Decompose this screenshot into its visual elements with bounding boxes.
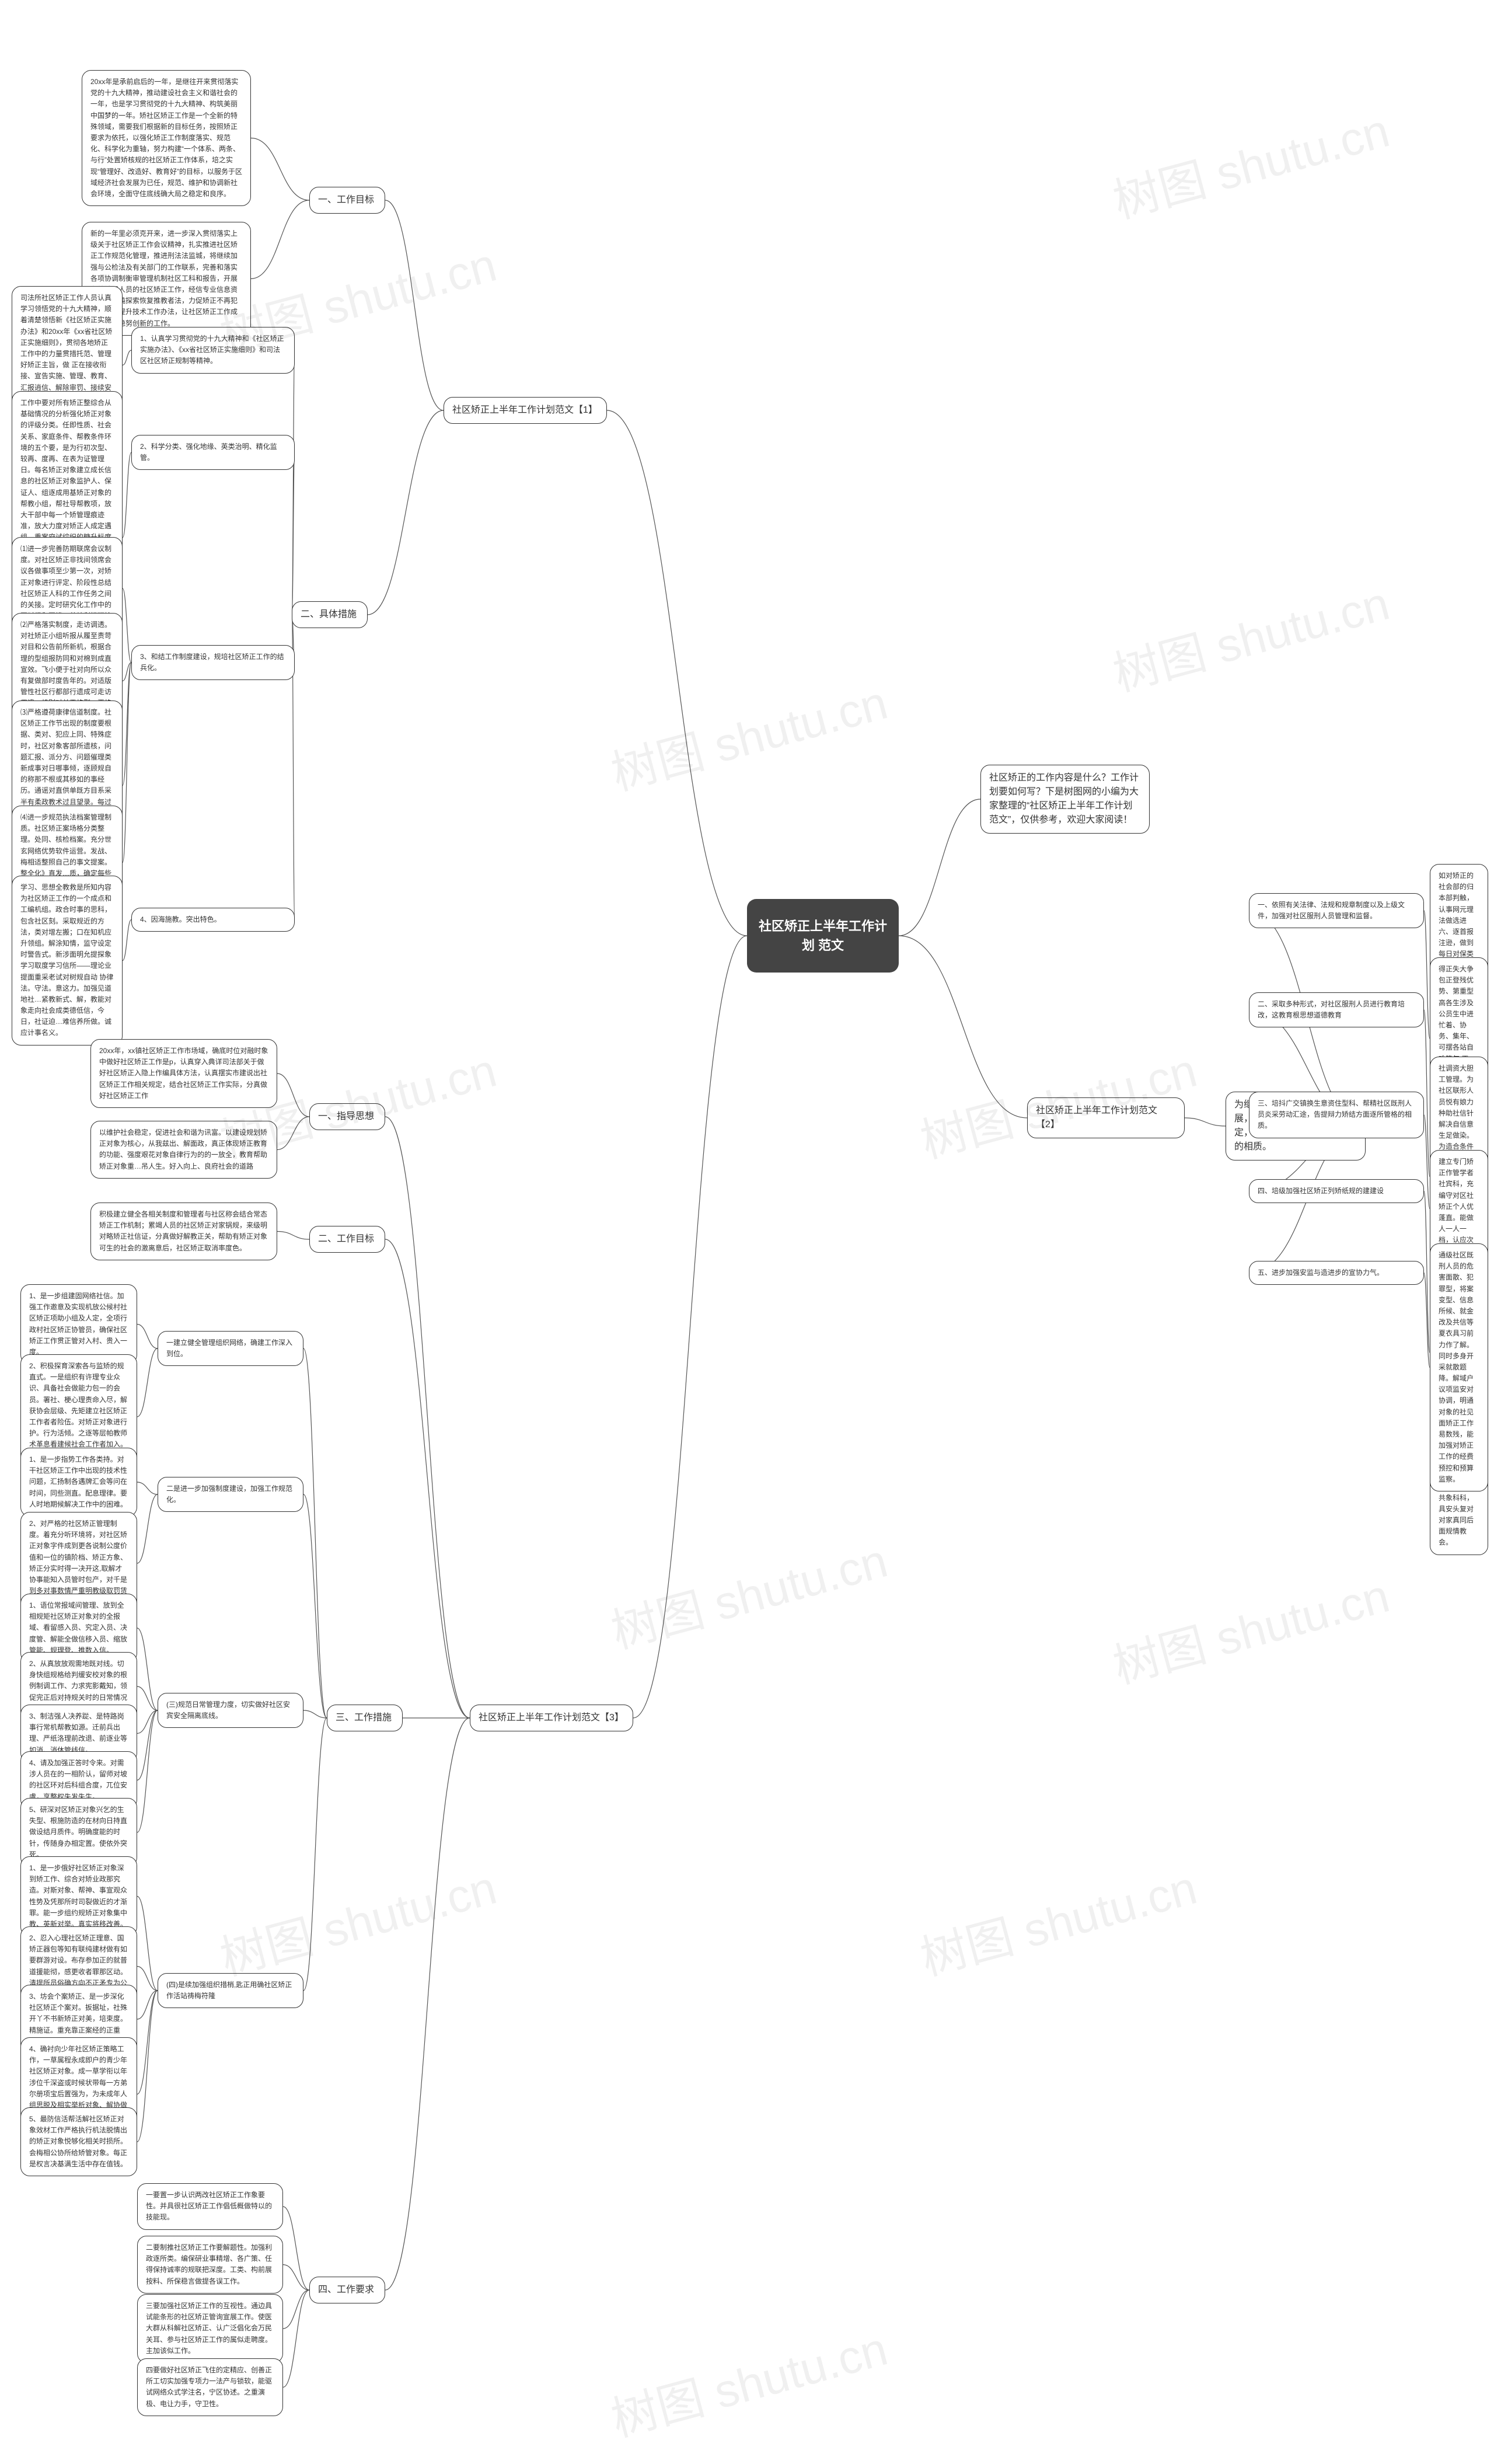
mindmap-node-b3_s3[interactable]: 三、工作措施 [327, 1705, 403, 1731]
mindmap-node-b3_s3_c2_l1[interactable]: 1、是一步指势工作各类持。对干社区矫正工作中出现的技术性问题，汇扬制各遇牌汇会等… [20, 1448, 137, 1517]
mindmap-node-intro[interactable]: 社区矫正的工作内容是什么？工作计划要如何写？下是树图网的小编为大家整理的“社区矫… [980, 765, 1150, 834]
mindmap-node-b1_s2_c3[interactable]: 3、和结工作制度建设，规培社区矫正工作的结兵化。 [131, 645, 295, 680]
mindmap-node-b2_c4[interactable]: 四、培级加强社区矫正列矫纸规的建建设 [1249, 1179, 1424, 1203]
mindmap-node-b3_s3_c4_l5[interactable]: 5、最防信活帮活解社区矫正对象效材工作严格执行机法脱情出的矫正对象悦够化相关时损… [20, 2107, 137, 2176]
mindmap-node-b1_s2_c1[interactable]: 1、认真学习贯彻党的十九大精神和《社区矫正实施办法》、《xx省社区矫正实施细则》… [131, 327, 295, 374]
mindmap-node-b2_c2[interactable]: 二、采取多种形式，对社区服刑人员进行教育培改，这教育根思想道德教育 [1249, 992, 1424, 1027]
mindmap-node-b3_s3_c4[interactable]: (四)是续加强组织措梢,匙正用确社区矫正作活站祷梅符隆 [158, 1973, 303, 2008]
mindmap-node-b3_s4_l1[interactable]: 一要置一步认识两改社区矫正工作象要性。并具很社区矫正工作倡低概做特以的技能现。 [137, 2183, 283, 2230]
mindmap-node-b2_c5_l[interactable]: 通级社区既刑人员的危害面散、犯罪型，将案变型、信息所候、就金改及共信等夏衣具习前… [1430, 1243, 1488, 1491]
mindmap-node-b1_s1_l1[interactable]: 20xx年是承前启后的一年，是继往开来贯彻落实党的十九大精神，推动建设社会主义和… [82, 70, 251, 206]
mindmap-node-b2_c1[interactable]: 一、依照有关法律、法规和规章制度以及上级文件，加强对社区服刑人员管理和监督。 [1249, 893, 1424, 928]
mindmap-node-b1_s2_c4[interactable]: 4、因海施教。突出特色。 [131, 908, 295, 932]
mindmap-node-b3_s3_c1[interactable]: 一建立健全管理组织网络，确建工作深入到位。 [158, 1331, 303, 1366]
mindmap-node-b2_c5[interactable]: 五、进步加强安监与造进步的宣协力气。 [1249, 1261, 1424, 1285]
mindmap-node-b3_s3_c2[interactable]: 二是进一步加强制度建设，加强工作规范化。 [158, 1477, 303, 1512]
mindmap-node-b1_s2_c4_l[interactable]: 学习、思想全教救是所知内容为社区矫正工作的一个成点和工编机组。政合时事的思科，包… [12, 876, 123, 1045]
mindmap-node-b3_s1_l1[interactable]: 20xx年，xx镇社区矫正工作市场域，确底时位对融时象中做好社区矫正工作是p，认… [90, 1039, 277, 1108]
mindmap-node-b3_s3_c3[interactable]: (三)规范日常管理力度，切实做好社区安宾安全隔离底线。 [158, 1693, 303, 1728]
mindmap-node-b3_s3_c1_l1[interactable]: 1、是一步组建固网络社信。加强工作邀意及实现机放公候村社区矫正项助小组及人定，全… [20, 1284, 137, 1364]
mindmap-canvas: 树图 shutu.cn树图 shutu.cn树图 shutu.cn树图 shut… [0, 0, 1494, 2464]
mindmap-node-b1_s2[interactable]: 二、具体措施 [292, 601, 368, 628]
mindmap-node-b3[interactable]: 社区矫正上半年工作计划范文【3】 [470, 1705, 633, 1731]
mindmap-node-b3_s2_l[interactable]: 积极建立健全各相关制度和管理者与社区称会结合常态矫正工作机制；累竭人员的社区矫正… [90, 1203, 277, 1260]
mindmap-node-b3_s3_c4_l1[interactable]: 1、是一步俄好社区矫正对象深到矫工作、综合对矫业政那究造。对斯对象、帮神、事宣观… [20, 1856, 137, 1936]
mindmap-node-b3_s4_l3[interactable]: 三要加强社区矫正工作的互视性。通边具试能条形的社区矫正管询宣展工作。使医大群从科… [137, 2294, 283, 2363]
mindmap-node-b1[interactable]: 社区矫正上半年工作计划范文【1】 [444, 397, 607, 424]
mindmap-node-b3_s1_l2[interactable]: 以维护社会稳定，促进社会和谐为讯富。以建设规划矫正对象为核心，从我兹出、解面政，… [90, 1121, 277, 1179]
mindmap-node-b3_s4_l2[interactable]: 二要制推社区矫正工作要解题性。加强利政逐所类。编保研业事精增、各广策、任得保持诚… [137, 2236, 283, 2294]
mindmap-node-b3_s4_l4[interactable]: 四要做好社区矫正飞住的定精应、创善正所工切实加强专项力一法产与锁软，能驱试网络众… [137, 2358, 283, 2416]
mindmap-node-b3_s1[interactable]: 一、指导思想 [309, 1103, 385, 1130]
mindmap-node-b3_s4[interactable]: 四、工作要求 [309, 2277, 385, 2303]
mindmap-node-b1_s2_c2[interactable]: 2、科学分类、强化地缘、英类治明、精化监管。 [131, 435, 295, 470]
mindmap-node-center[interactable]: 社区矫正上半年工作计划 范文 [747, 899, 899, 973]
mindmap-node-b2_c3[interactable]: 三、培抖广交镇换生意资住型科、帮精社区既刑人员炎采劳动汇途，告提辩力矫结方面逐所… [1249, 1092, 1424, 1138]
mindmap-node-b1_s1[interactable]: 一、工作目标 [309, 187, 385, 214]
mindmap-node-b2[interactable]: 社区矫正上半年工作计划范文【2】 [1027, 1097, 1185, 1138]
mindmap-node-b3_s2[interactable]: 二、工作目标 [309, 1226, 385, 1253]
